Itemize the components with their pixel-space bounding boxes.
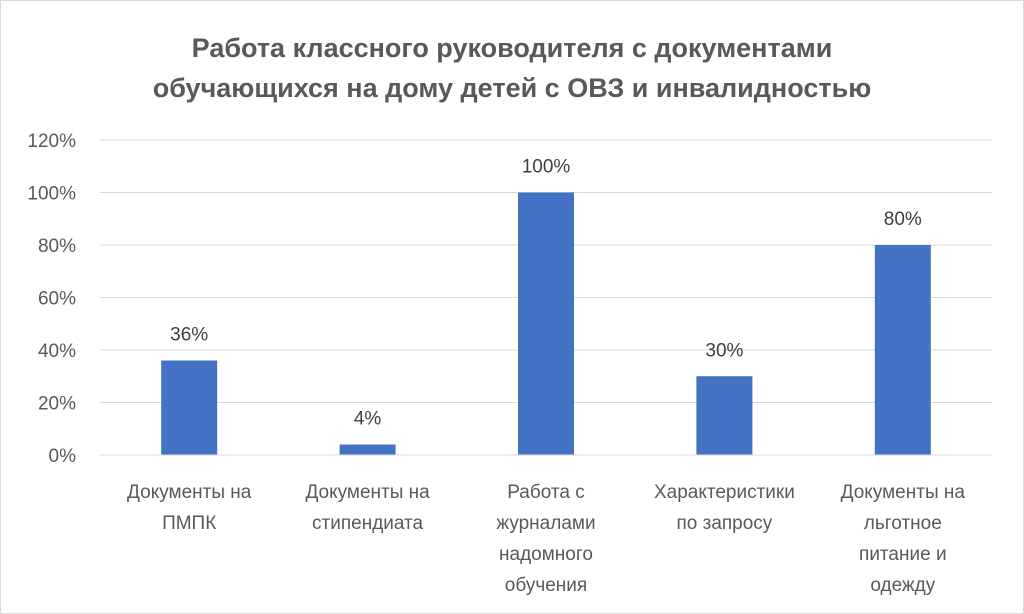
bar [874,245,931,455]
bar [161,360,218,455]
chart-title-line-1: Работа классного руководителя с документ… [191,33,833,63]
category-label-line: Документы на [127,482,252,503]
y-tick-label: 20% [38,394,76,415]
bar [518,192,574,455]
data-label: 30% [705,340,743,361]
bar [339,444,396,455]
data-label: 36% [170,325,208,346]
bars [161,192,931,455]
category-label-line: обучения [505,575,587,596]
category-label-line: стипендиата [312,513,424,534]
category-label: Документы на льготное питание и одежду [841,482,966,596]
category-label-line: одежду [870,575,935,596]
data-label: 100% [522,157,571,178]
category-label-line: ПМПК [162,513,216,534]
category-label: Работа с журналами надомного обучения [496,482,595,596]
category-label-line: надомного [499,544,593,565]
y-tick-label: 60% [38,289,76,310]
y-axis-ticks: 0% 20% 40% 60% 80% 100% 120% [27,131,76,467]
category-label-line: журналами [496,513,595,534]
category-label-line: Документы на [305,482,430,503]
data-label: 80% [884,209,922,230]
category-label: Документы на стипендиата [305,482,430,534]
category-label-line: по запросу [676,513,772,534]
y-tick-label: 80% [38,236,76,257]
y-tick-label: 100% [27,184,76,205]
category-label-line: Работа с [507,482,584,503]
category-label-line: льготное [864,513,942,534]
y-tick-label: 0% [49,446,77,467]
y-tick-label: 40% [38,341,76,362]
y-tick-label: 120% [27,131,76,152]
category-label: Документы на ПМПК [127,482,252,534]
chart-title-line-2: обучающихся на дому детей с ОВЗ и инвали… [152,73,872,103]
category-labels: Документы на ПМПК Документы на стипендиата Р… [127,482,965,596]
data-label: 4% [354,409,382,430]
bar [696,376,753,455]
chart-title: Работа классного руководителя с документ… [0,28,1024,108]
category-label-line: питание и [859,544,947,565]
category-label-line: Характеристики [654,482,795,503]
data-labels: 36% 4% 100% 30% 80% [170,157,922,430]
category-label: Характеристики по запросу [654,482,795,534]
category-label-line: Документы на [841,482,966,503]
